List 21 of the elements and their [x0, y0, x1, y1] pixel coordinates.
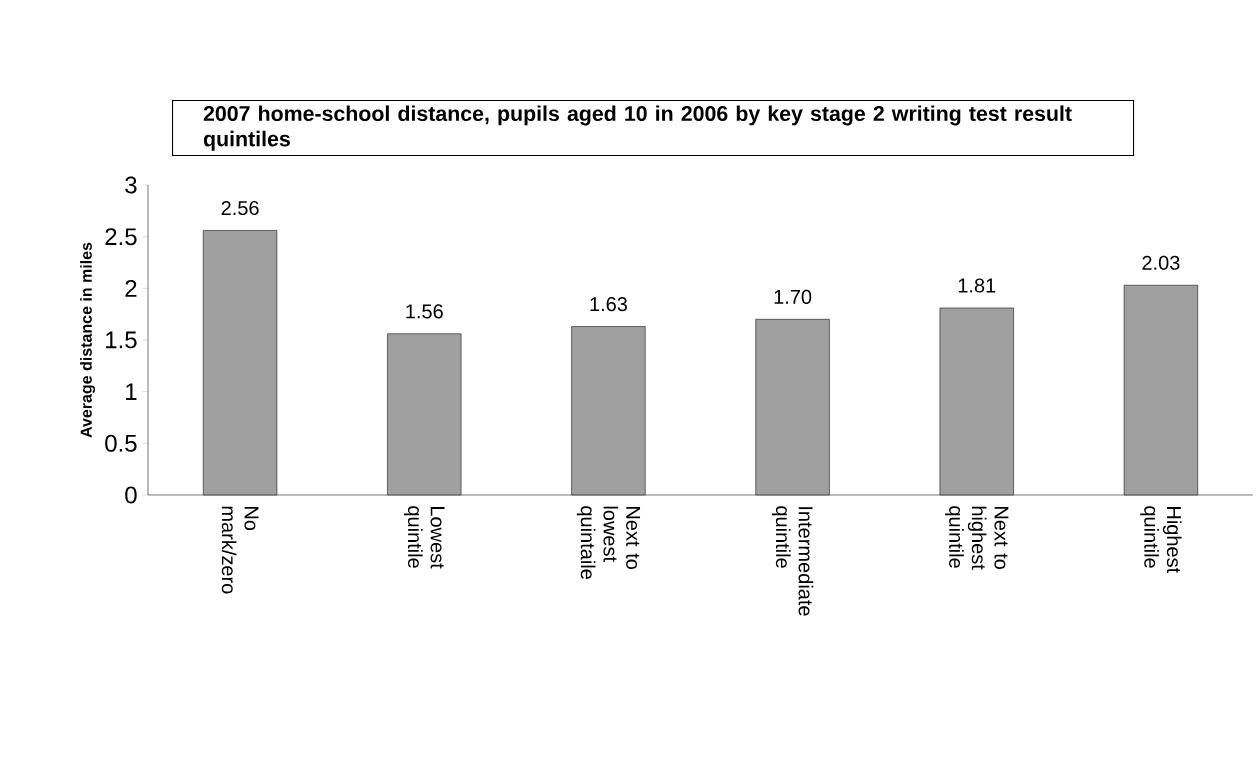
y-tick-label: 1	[126, 383, 137, 400]
data-label: 1.63	[590, 297, 627, 312]
x-tick-label: Next to lowest quintaile	[576, 506, 641, 579]
y-tick-label: 2.5	[105, 228, 137, 246]
x-tick-label: Highest quintile	[1140, 506, 1182, 574]
y-tick-label: 3	[125, 176, 137, 194]
data-label: 2.56	[221, 200, 259, 216]
data-label: 1.56	[406, 304, 443, 319]
y-axis-title: Average distance in miles	[80, 242, 96, 438]
x-tick-label: No mark/zero	[221, 506, 259, 594]
y-tick-label: 0.5	[105, 434, 137, 452]
y-tick-label: 2	[125, 279, 137, 297]
y-tick-label: 0	[125, 486, 137, 504]
x-tick-label: Lowest quintile	[403, 506, 445, 569]
x-tick-label: Intermediate quintile	[771, 506, 814, 616]
chart-title: 2007 home-school distance, pupils aged 10 in 2006 by key stage 2 writing test result quintiles	[203, 105, 1072, 151]
x-tick-label: Next to highest quintile	[945, 506, 1009, 570]
y-tick-label: 1.5	[106, 331, 137, 349]
data-label: 1.81	[958, 278, 996, 293]
data-label: 2.03	[1142, 255, 1180, 270]
data-label: 1.70	[774, 289, 812, 304]
